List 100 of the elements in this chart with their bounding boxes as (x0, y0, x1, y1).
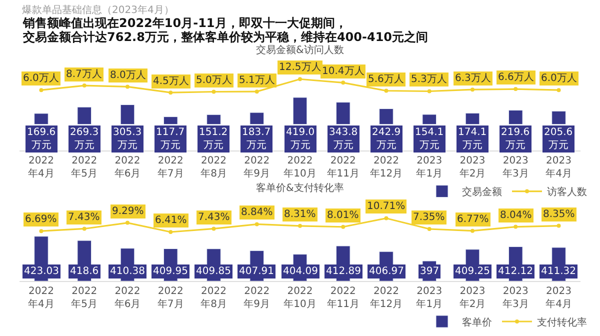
x-tick-label: 2022年6月 (114, 155, 141, 180)
data-label: 242.9万元 (372, 127, 401, 151)
data-label: 9.29% (112, 206, 144, 217)
data-label: 8.04% (500, 210, 532, 221)
data-label: 410.38 (110, 266, 145, 277)
data-label: 407.91 (239, 266, 274, 277)
x-tick-label: 2022年7月 (157, 286, 184, 310)
data-label: 8.35% (543, 209, 575, 220)
data-label: 169.6万元 (27, 127, 56, 151)
data-label: 269.3万元 (70, 127, 99, 151)
data-label: 10.71% (367, 201, 406, 212)
data-label: 409.25 (455, 266, 490, 277)
data-label: 4.5万人 (153, 76, 189, 87)
data-label: 154.1万元 (415, 127, 444, 151)
data-label: 5.3万人 (411, 74, 447, 85)
legend-label: 交易金额 (462, 186, 502, 198)
x-tick-label: 2023年2月 (459, 155, 486, 180)
point (341, 80, 346, 85)
data-label: 117.7万元 (156, 127, 185, 151)
legend-label: 支付转化率 (537, 316, 587, 328)
data-label: 151.2万元 (199, 127, 228, 151)
data-label: 8.7万人 (66, 69, 102, 80)
data-label: 10.4万人 (322, 66, 364, 77)
x-tick-label: 2023年3月 (502, 155, 529, 180)
point (254, 222, 259, 226)
point (341, 224, 346, 229)
data-label: 419.0万元 (286, 127, 315, 151)
x-tick-label: 2022年10月 (284, 155, 316, 180)
data-label: 5.0万人 (196, 75, 232, 86)
data-label: 411.32 (541, 266, 576, 277)
data-label: 6.6万人 (498, 72, 534, 83)
point (514, 224, 518, 229)
data-label: 409.95 (153, 266, 188, 277)
data-label: 219.6万元 (501, 127, 530, 151)
data-label: 12.5万人 (279, 62, 322, 73)
data-label: 343.8万元 (329, 127, 358, 151)
point (168, 230, 173, 234)
series-label: 客单价 (462, 316, 492, 328)
x-tick-label: 2023年4月 (546, 155, 572, 180)
point (470, 228, 474, 233)
point (470, 88, 474, 92)
point (212, 226, 216, 231)
point (298, 224, 302, 228)
data-label: 7.43% (198, 212, 230, 223)
chart-title: 客单价&支付转化率 (256, 182, 344, 194)
point (82, 84, 86, 88)
point (427, 226, 432, 231)
point (168, 90, 173, 95)
data-label: 6.0万人 (23, 73, 59, 84)
data-label: 205.6万元 (544, 127, 573, 151)
data-label: 305.3万元 (113, 127, 142, 151)
data-label: 8.31% (284, 209, 316, 220)
point (212, 90, 216, 94)
x-tick-label: 2022年6月 (114, 286, 141, 310)
x-tick-label: 2023年3月 (502, 286, 529, 310)
data-label: 5.6万人 (368, 74, 404, 85)
x-tick-label: 2023年1月 (416, 286, 443, 310)
x-tick-label: 2022年5月 (71, 155, 98, 180)
x-tick-label: 2022年4月 (28, 286, 54, 310)
point (126, 220, 130, 225)
x-tick-label: 2022年11月 (326, 155, 360, 180)
point (254, 90, 259, 94)
data-label: 6.0万人 (541, 73, 577, 84)
x-tick-label: 2022年8月 (200, 286, 227, 310)
x-tick-label: 2023年4月 (546, 286, 572, 310)
x-tick-label: 2022年10月 (284, 286, 316, 310)
data-label: 183.7万元 (242, 127, 271, 151)
data-label: 412.12 (498, 266, 533, 277)
point (39, 229, 44, 234)
data-label: 418.6 (70, 266, 99, 277)
data-label: 6.41% (155, 215, 187, 226)
legend-label: 访客人数 (547, 186, 587, 198)
data-label: 174.1万元 (458, 127, 487, 151)
point (384, 88, 388, 93)
text: 爆款单品基础信息（2023年4月） (22, 4, 174, 16)
chart-title: 交易金额&访问人数 (256, 44, 344, 56)
data-label: 7.35% (413, 212, 445, 223)
data-label: 5.1万人 (239, 75, 275, 86)
data-label: 406.97 (369, 266, 404, 277)
x-tick-label: 2022年9月 (244, 286, 270, 310)
point (39, 88, 44, 92)
point (384, 216, 388, 220)
x-tick-label: 2022年8月 (200, 155, 227, 180)
data-label: 6.77% (457, 214, 489, 225)
point (556, 224, 561, 228)
data-label: 409.85 (196, 266, 231, 277)
point (126, 84, 130, 89)
text: 交易金额合计达762.8万元，整体客单价较为平稳，维持在400-410元之间 (22, 30, 428, 44)
point (514, 87, 518, 92)
x-tick-label: 2022年12月 (370, 155, 403, 180)
data-label: 6.69% (25, 214, 57, 225)
data-label: 412.89 (326, 266, 361, 277)
text: 销售额峰值出现在2022年10月-11月，即双十一大促期间， (22, 16, 347, 30)
x-tick-label: 2023年2月 (459, 286, 486, 310)
x-tick-label: 2022年7月 (157, 155, 184, 180)
point (427, 89, 432, 94)
data-label: 423.03 (24, 266, 59, 277)
x-tick-label: 2022年5月 (71, 286, 98, 310)
point (298, 77, 302, 82)
point (556, 88, 561, 92)
